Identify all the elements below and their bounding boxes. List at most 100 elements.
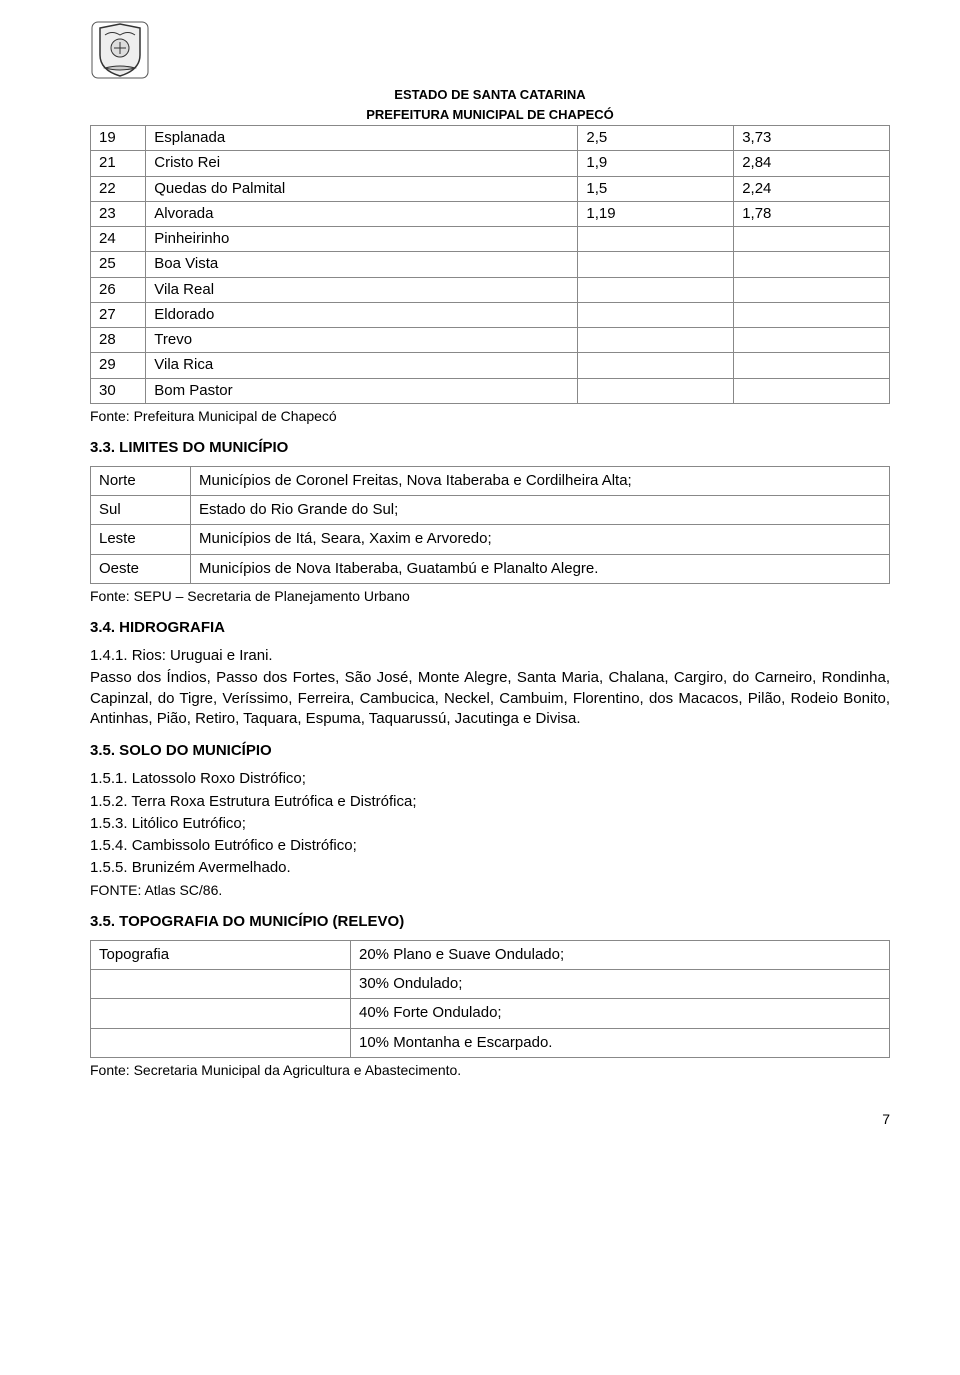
sec35a-title: 3.5. SOLO DO MUNICÍPIO bbox=[90, 741, 890, 761]
table-cell bbox=[734, 302, 890, 327]
list-item: 1.5.3. Litólico Eutrófico; bbox=[90, 814, 890, 834]
table-cell bbox=[578, 378, 734, 403]
table-row: 19Esplanada2,53,73 bbox=[91, 126, 890, 151]
table-row: Topografia20% Plano e Suave Ondulado; bbox=[91, 940, 890, 969]
table-cell: 30% Ondulado; bbox=[351, 970, 890, 999]
bairros-table: 19Esplanada2,53,7321Cristo Rei1,92,8422Q… bbox=[90, 125, 890, 404]
table-row: LesteMunicípios de Itá, Seara, Xaxim e A… bbox=[91, 525, 890, 554]
table-row: 26Vila Real bbox=[91, 277, 890, 302]
table-cell bbox=[734, 378, 890, 403]
table-cell: Vila Rica bbox=[146, 353, 578, 378]
table-cell: 28 bbox=[91, 328, 146, 353]
table-row: 25Boa Vista bbox=[91, 252, 890, 277]
table-row: SulEstado do Rio Grande do Sul; bbox=[91, 496, 890, 525]
table-cell: Norte bbox=[91, 466, 191, 495]
table-cell: 26 bbox=[91, 277, 146, 302]
logo-wrap bbox=[90, 20, 890, 80]
table-cell bbox=[578, 302, 734, 327]
table-cell: 40% Forte Ondulado; bbox=[351, 999, 890, 1028]
table-row: 27Eldorado bbox=[91, 302, 890, 327]
table-cell bbox=[578, 252, 734, 277]
table-cell: Boa Vista bbox=[146, 252, 578, 277]
table-cell: Eldorado bbox=[146, 302, 578, 327]
coat-of-arms-icon bbox=[90, 20, 150, 80]
table-cell: 2,5 bbox=[578, 126, 734, 151]
table-cell: 25 bbox=[91, 252, 146, 277]
sec35b-source: Fonte: Secretaria Municipal da Agricultu… bbox=[90, 1061, 890, 1080]
table-cell: Vila Real bbox=[146, 277, 578, 302]
limites-table: NorteMunicípios de Coronel Freitas, Nova… bbox=[90, 466, 890, 584]
table-cell: 2,24 bbox=[734, 176, 890, 201]
table-row: 22Quedas do Palmital1,52,24 bbox=[91, 176, 890, 201]
table-cell: Esplanada bbox=[146, 126, 578, 151]
table-cell bbox=[734, 227, 890, 252]
header-line1: ESTADO DE SANTA CATARINA bbox=[90, 86, 890, 104]
table-cell: Municípios de Coronel Freitas, Nova Itab… bbox=[191, 466, 890, 495]
table-row: NorteMunicípios de Coronel Freitas, Nova… bbox=[91, 466, 890, 495]
table-row: 30Bom Pastor bbox=[91, 378, 890, 403]
table-cell: Estado do Rio Grande do Sul; bbox=[191, 496, 890, 525]
table-cell: Leste bbox=[91, 525, 191, 554]
table-cell: 30 bbox=[91, 378, 146, 403]
list-item: 1.5.4. Cambissolo Eutrófico e Distrófico… bbox=[90, 836, 890, 856]
table-cell: Trevo bbox=[146, 328, 578, 353]
table-cell: 10% Montanha e Escarpado. bbox=[351, 1028, 890, 1057]
table-cell: 29 bbox=[91, 353, 146, 378]
table-row: OesteMunicípios de Nova Itaberaba, Guata… bbox=[91, 554, 890, 583]
sec33-source: Fonte: SEPU – Secretaria de Planejamento… bbox=[90, 587, 890, 606]
table-cell: Topografia bbox=[91, 940, 351, 969]
table-cell: Oeste bbox=[91, 554, 191, 583]
table-row: 40% Forte Ondulado; bbox=[91, 999, 890, 1028]
list-item: 1.5.1. Latossolo Roxo Distrófico; bbox=[90, 769, 890, 789]
table-cell: 23 bbox=[91, 201, 146, 226]
table-row: 28Trevo bbox=[91, 328, 890, 353]
table-cell: 1,19 bbox=[578, 201, 734, 226]
table-cell bbox=[734, 353, 890, 378]
table-row: 21Cristo Rei1,92,84 bbox=[91, 151, 890, 176]
list-item: 1.5.5. Brunizém Avermelhado. bbox=[90, 858, 890, 878]
table-cell: Quedas do Palmital bbox=[146, 176, 578, 201]
table-row: 24Pinheirinho bbox=[91, 227, 890, 252]
table-cell: 19 bbox=[91, 126, 146, 151]
table-row: 23Alvorada1,191,78 bbox=[91, 201, 890, 226]
table-row: 29Vila Rica bbox=[91, 353, 890, 378]
table-cell bbox=[91, 970, 351, 999]
sec34-title: 3.4. HIDROGRAFIA bbox=[90, 618, 890, 638]
topografia-table: Topografia20% Plano e Suave Ondulado;30%… bbox=[90, 940, 890, 1058]
table-cell bbox=[91, 1028, 351, 1057]
sec33-title: 3.3. LIMITES DO MUNICÍPIO bbox=[90, 438, 890, 458]
table-cell bbox=[578, 227, 734, 252]
table-cell: 1,5 bbox=[578, 176, 734, 201]
table-cell: 2,84 bbox=[734, 151, 890, 176]
table-cell: Sul bbox=[91, 496, 191, 525]
table-cell bbox=[734, 252, 890, 277]
table-cell: 27 bbox=[91, 302, 146, 327]
table-cell: 1,9 bbox=[578, 151, 734, 176]
table-row: 10% Montanha e Escarpado. bbox=[91, 1028, 890, 1057]
sec35b-title: 3.5. TOPOGRAFIA DO MUNICÍPIO (RELEVO) bbox=[90, 912, 890, 932]
table-cell: 3,73 bbox=[734, 126, 890, 151]
table-cell: Alvorada bbox=[146, 201, 578, 226]
list-item: 1.5.2. Terra Roxa Estrutura Eutrófica e … bbox=[90, 792, 890, 812]
table-cell: 20% Plano e Suave Ondulado; bbox=[351, 940, 890, 969]
table-cell: Cristo Rei bbox=[146, 151, 578, 176]
table-cell: 1,78 bbox=[734, 201, 890, 226]
table-cell: Pinheirinho bbox=[146, 227, 578, 252]
sec35a-source: FONTE: Atlas SC/86. bbox=[90, 881, 890, 900]
sec34-sub: 1.4.1. Rios: Uruguai e Irani. bbox=[90, 646, 890, 666]
table1-source: Fonte: Prefeitura Municipal de Chapecó bbox=[90, 407, 890, 426]
table-cell: 22 bbox=[91, 176, 146, 201]
table-cell bbox=[578, 277, 734, 302]
table-row: 30% Ondulado; bbox=[91, 970, 890, 999]
table-cell: 21 bbox=[91, 151, 146, 176]
table-cell: 24 bbox=[91, 227, 146, 252]
table-cell bbox=[734, 328, 890, 353]
table-cell bbox=[91, 999, 351, 1028]
table-cell: Municípios de Itá, Seara, Xaxim e Arvore… bbox=[191, 525, 890, 554]
page-number: 7 bbox=[90, 1110, 890, 1129]
table-cell bbox=[578, 353, 734, 378]
table-cell: Municípios de Nova Itaberaba, Guatambú e… bbox=[191, 554, 890, 583]
solo-items: 1.5.1. Latossolo Roxo Distrófico; 1.5.2. … bbox=[90, 769, 890, 878]
header-line2: PREFEITURA MUNICIPAL DE CHAPECÓ bbox=[90, 106, 890, 124]
sec34-body: Passo dos Índios, Passo dos Fortes, São … bbox=[90, 668, 890, 729]
